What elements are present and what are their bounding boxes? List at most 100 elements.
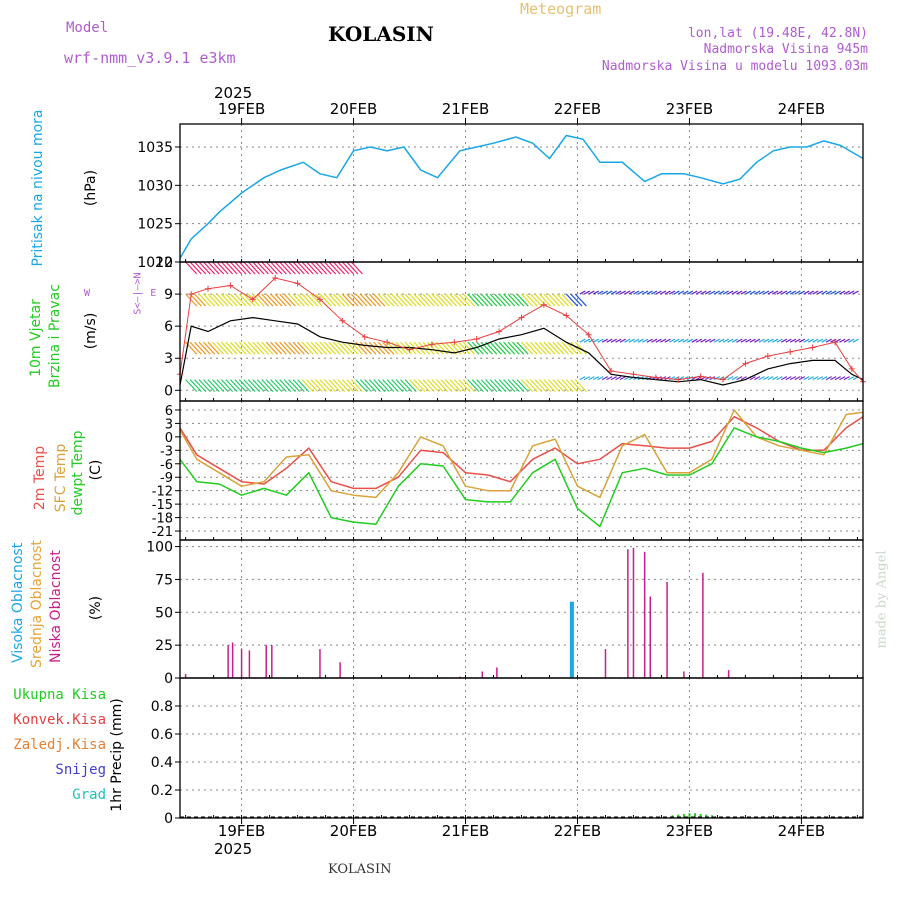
wind-barb [364,341,377,355]
wind-barb [565,341,578,355]
wind-barb [234,379,247,393]
wind-barb [444,379,458,393]
wind-gust-marker [540,301,547,308]
wind-barb [225,341,238,355]
wind-barb [731,338,738,343]
wind-gust-marker [608,368,615,375]
wind-barb [615,338,622,343]
panel-frame [179,123,864,263]
wind-barb [570,379,583,393]
wind-barb [364,379,377,393]
wind-barb [776,290,783,295]
y-tick-label: 0 [165,431,173,446]
wind-barb [480,293,493,307]
wind-barb [382,293,395,307]
wind-barb [843,290,850,295]
wind-barb [350,261,363,275]
wind-barb [359,293,372,307]
wind-barb [256,293,269,307]
wind-barb [216,379,229,393]
wind-barb [462,379,475,393]
x-tick-label-top: 24FEB [778,100,825,118]
wind-barb [821,376,828,381]
wind-barb [252,261,265,275]
wind-gust-marker [742,360,749,367]
wind-barb [256,341,269,355]
wind-barb [413,293,426,307]
wind-barb [615,290,622,295]
wind-barb [516,293,529,307]
wind-barb [754,290,761,295]
wind-barb [669,338,676,343]
wind-barb [713,338,720,343]
wind-barb [619,338,626,343]
wind-barb [534,341,547,355]
wind-gust-marker [787,348,794,355]
wind-barb [660,338,667,343]
temp-2m-line [179,415,864,490]
wind-barb [803,376,810,381]
wind-barb [476,341,489,355]
wind-barb [686,338,694,343]
wind-barb [323,261,337,275]
y-tick-label: 0.4 [151,755,173,771]
wind-barb [292,293,305,307]
wind-barb [288,341,301,355]
wind-barb [422,341,435,355]
wind-barb [261,341,274,355]
wind-barb [256,379,269,393]
wind-barb [646,338,653,343]
wind-barb [740,290,747,295]
wind-barb [579,338,586,343]
wind-barb [346,341,359,355]
wind-barb [852,338,859,343]
wind-barb [418,379,431,393]
wind-barb [189,341,202,355]
wind-barb [821,290,828,295]
y-tick-label: -3 [160,444,173,459]
wind-barb [341,379,354,393]
wind-barb [189,379,202,393]
wind-barb [238,379,251,393]
wind-barb [812,376,819,381]
wind-barb [400,293,413,307]
wind-barb [234,293,247,307]
wind-barb [498,341,511,355]
wind-barb [427,293,440,307]
wind-barb [848,338,855,343]
wind-barb [341,261,354,275]
x-tick-label-bottom: 24FEB [778,822,825,840]
wind-barb [279,379,292,393]
wind-gust-marker [188,291,195,298]
wind-barb [337,379,350,393]
wind-barb [216,261,229,275]
wind-gust-marker [473,335,480,342]
wind-barb [238,293,251,307]
wind-gust-marker [832,339,839,346]
x-tick-label-top: 22FEB [554,100,601,118]
y-tick-label: 6 [164,319,173,335]
wind-barb [816,338,823,343]
wind-barb [332,379,346,393]
wind-barb [798,290,806,295]
wind-gust-marker [249,296,256,303]
wind-barb [476,379,489,393]
wind-barb [516,341,529,355]
y-tick-label: 6 [165,404,173,419]
wind-barb [288,293,301,307]
wind-barb [229,293,243,307]
wind-barb [852,290,859,295]
y-tick-label: 1035 [137,140,173,156]
wind-barb [619,290,626,295]
wind-barb [252,293,265,307]
y-tick-label: 1030 [137,178,173,194]
wind-barb [440,379,453,393]
wind-gust-marker [339,317,346,324]
wind-barb [534,379,547,393]
wind-barb [279,293,292,307]
wind-barb [386,379,399,393]
wind-gust-marker [809,344,816,351]
wind-barb [328,261,341,275]
wind-barb [359,379,372,393]
wind-barb [422,379,435,393]
